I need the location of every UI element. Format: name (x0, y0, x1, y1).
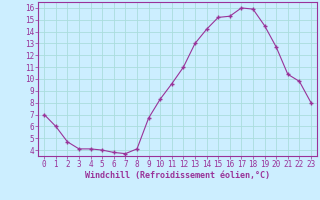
X-axis label: Windchill (Refroidissement éolien,°C): Windchill (Refroidissement éolien,°C) (85, 171, 270, 180)
